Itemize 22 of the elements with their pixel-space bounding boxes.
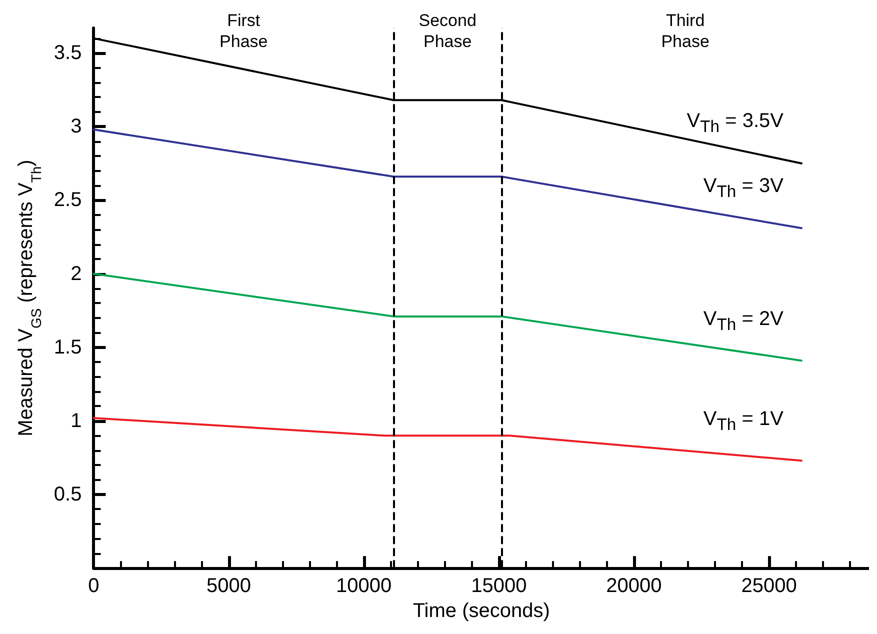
x-tick-label: 20000 [606, 575, 662, 598]
series-label: V$_{Th}$ = 3V [703, 174, 784, 204]
x-tick-label: 10000 [336, 575, 392, 598]
y-tick-label: 1.5 [54, 336, 82, 358]
y-tick-label: 2 [70, 262, 82, 285]
annotation: Third Phase [661, 11, 710, 51]
x-tick-label: 5000 [206, 575, 252, 598]
y-tick-label: 0.5 [54, 484, 82, 506]
y-tick-label: 3.5 [54, 42, 82, 64]
y-axis-title: Measured VGS (represents VTh) [15, 160, 44, 436]
x-tick-label: 0 [88, 575, 100, 598]
y-tick-label: 2.5 [54, 189, 82, 212]
x-axis-title: Time (seconds) [412, 600, 550, 622]
series-label: V$_{Th}$ = 2V [703, 306, 784, 336]
y-tick-label: 3 [70, 116, 82, 138]
x-tick-label: 15000 [471, 575, 527, 598]
annotation: First Phase [220, 11, 268, 51]
annotation: Second Phase [418, 11, 476, 51]
series-label: V$_{Th}$ = 1V [703, 406, 784, 436]
x-tick-label: 25000 [741, 575, 797, 598]
y-tick-label: 1 [70, 410, 82, 432]
series-label: V$_{Th}$ = 3.5V [686, 109, 784, 138]
